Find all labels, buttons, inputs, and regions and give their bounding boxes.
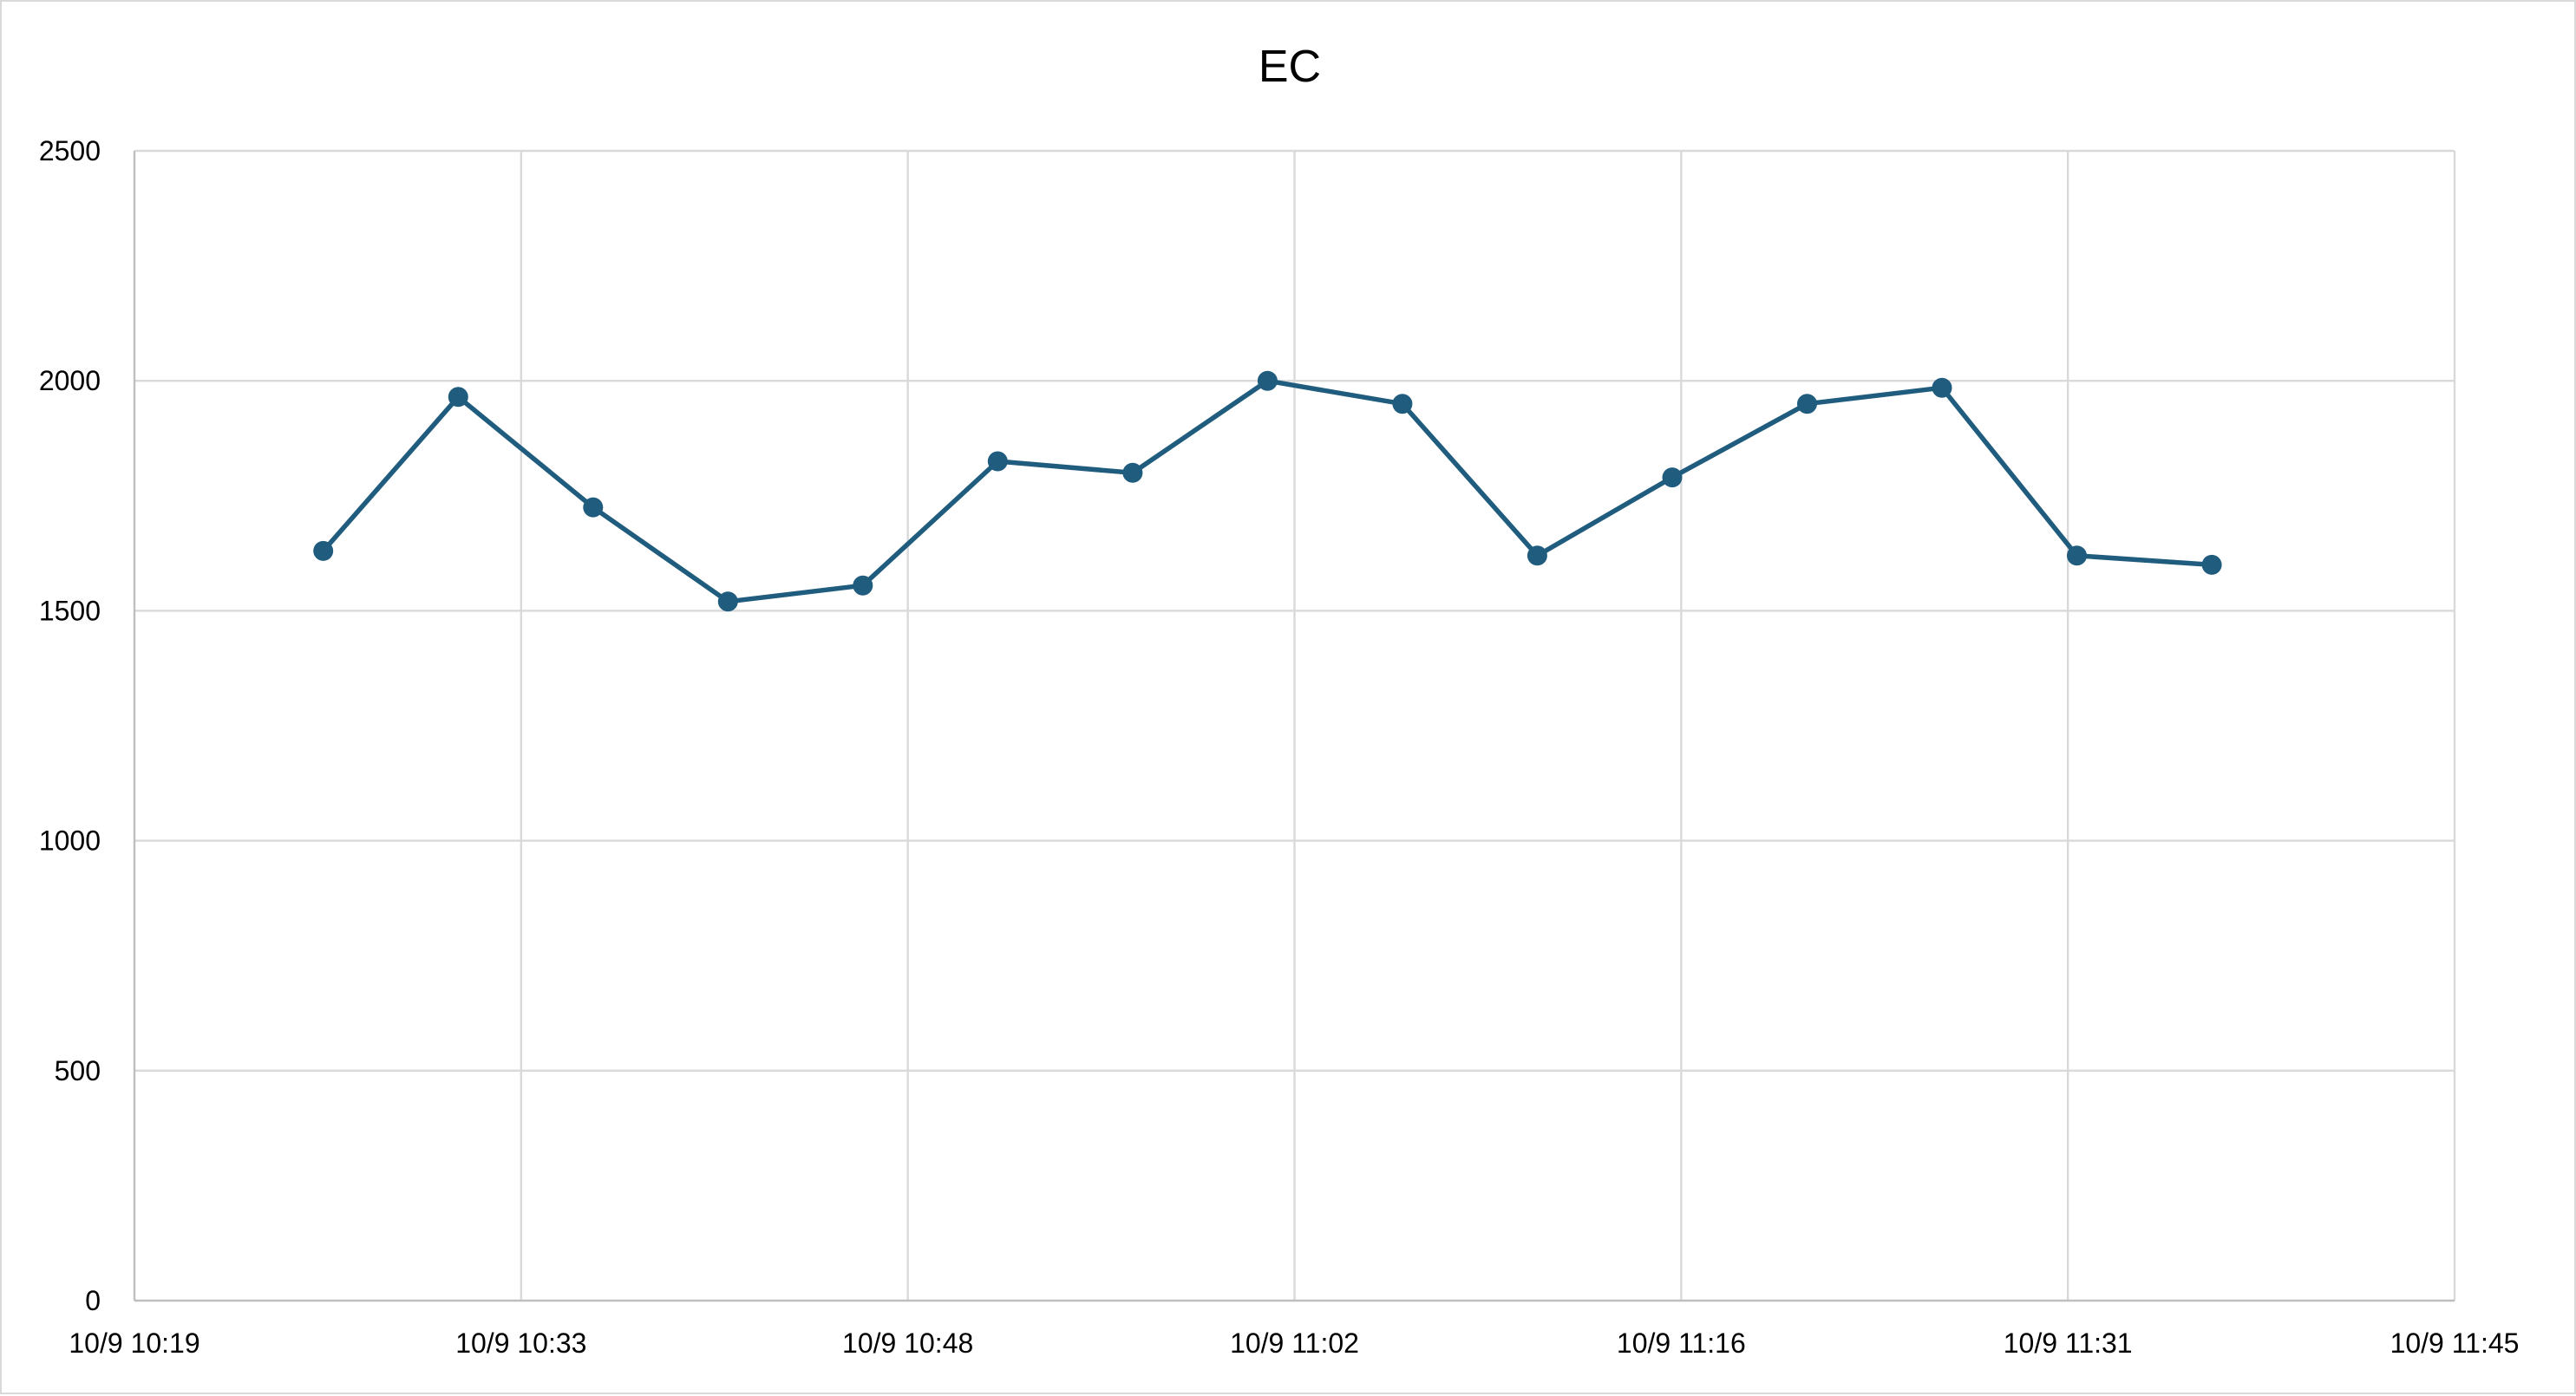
y-tick-label: 1500 <box>39 595 101 626</box>
data-point <box>987 451 1008 472</box>
gridlines <box>134 149 2456 1301</box>
axes <box>133 151 2455 1302</box>
data-point <box>1932 377 1952 398</box>
x-tick-label: 10/9 10:48 <box>842 1328 973 1359</box>
chart-title: EC <box>1259 42 1321 92</box>
data-point <box>1797 394 1817 414</box>
data-point <box>717 591 738 612</box>
x-tick-label: 10/9 11:45 <box>2390 1328 2520 1359</box>
x-tick-label: 10/9 11:31 <box>2004 1328 2133 1359</box>
x-axis-tick-labels: 10/9 10:19 10/9 10:33 10/9 10:48 10/9 11:02… <box>69 1328 2519 1359</box>
series-line <box>320 378 2214 604</box>
data-point <box>1257 370 1278 391</box>
y-tick-label: 2500 <box>39 135 101 166</box>
x-tick-label: 10/9 10:19 <box>69 1328 199 1359</box>
data-point <box>1392 394 1413 414</box>
data-point <box>1527 545 1547 566</box>
x-tick-label: 10/9 11:16 <box>1617 1328 1746 1359</box>
data-point <box>448 387 468 408</box>
data-point <box>2067 545 2087 566</box>
data-point <box>313 540 334 561</box>
y-tick-label: 2000 <box>39 365 101 396</box>
data-point <box>853 575 873 596</box>
series-layer <box>313 370 2222 612</box>
data-point <box>583 497 604 518</box>
x-tick-label: 10/9 11:02 <box>1230 1328 1359 1359</box>
x-tick-label: 10/9 10:33 <box>455 1328 586 1359</box>
y-tick-label: 500 <box>55 1055 101 1086</box>
data-point <box>2201 554 2222 575</box>
data-point <box>1662 467 1683 488</box>
y-tick-label: 1000 <box>39 825 101 857</box>
data-point <box>1122 462 1143 483</box>
y-tick-label: 0 <box>85 1285 101 1316</box>
y-axis-tick-labels: 0 500 1000 1500 2000 2500 <box>39 135 101 1316</box>
